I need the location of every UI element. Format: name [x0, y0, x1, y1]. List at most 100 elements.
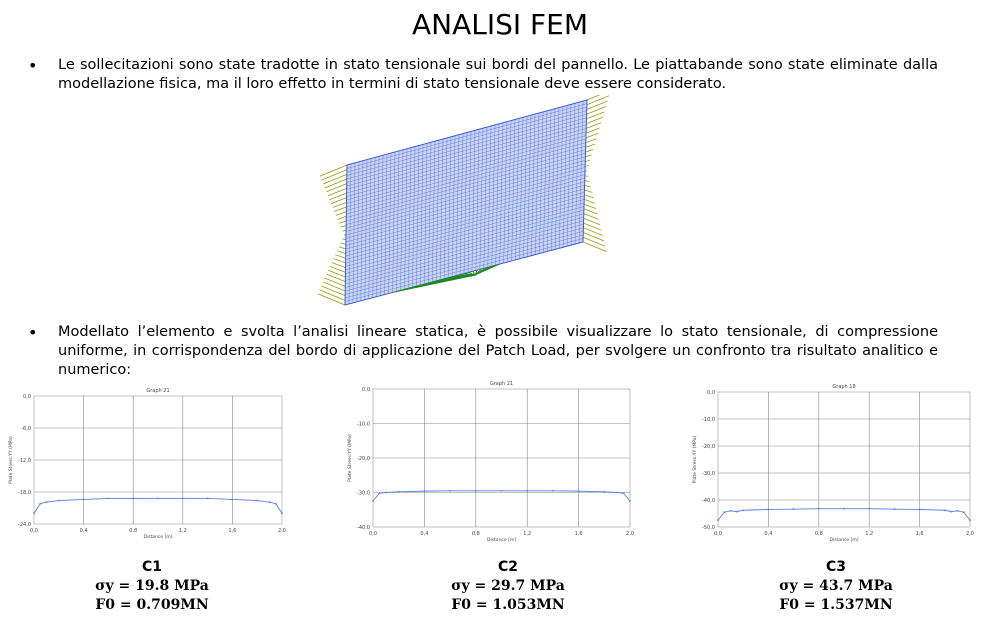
data-point: [962, 511, 965, 514]
side-load-arrow: [339, 220, 347, 224]
side-load-arrow: [586, 116, 603, 125]
data-point: [792, 508, 795, 511]
x-tick-label: 2,0: [626, 531, 634, 537]
mesh-line: [345, 185, 585, 250]
mesh-line: [345, 202, 585, 267]
mesh-line: [345, 170, 586, 236]
side-load-arrow: [582, 236, 606, 247]
stress-chart-c2: Graph 21 0,0 0,4 0,8 1,2 1,6 2,0 0,0 -10,0 -20,0 -…: [347, 381, 634, 543]
y-tick-label: -18,0: [18, 490, 31, 496]
x-tick-label: 0,0: [714, 531, 722, 537]
x-tick-label: 0,0: [369, 531, 377, 537]
y-tick-label: 0,0: [23, 394, 31, 400]
x-tick-label: 0,8: [472, 531, 480, 537]
data-point: [603, 490, 606, 493]
side-load-arrow: [583, 213, 599, 220]
mesh-line: [345, 174, 585, 239]
bullet-text-1: Le sollecitazioni sono state tradotte in…: [58, 57, 938, 92]
data-point: [500, 489, 503, 492]
mesh-line: [345, 188, 585, 253]
side-load-arrow: [583, 222, 602, 231]
stress-chart-c3: Graph 18 0,0 0,4 0,8 1,2 1,6 2,0 0,0 -10,0 -20,0 -…: [692, 384, 974, 543]
data-point: [39, 502, 42, 505]
data-point: [274, 502, 277, 505]
side-load-arrow: [333, 258, 346, 264]
x-tick-label: 1,2: [179, 528, 187, 534]
mesh-line: [345, 224, 584, 288]
data-point: [969, 519, 971, 522]
mesh-line: [346, 110, 587, 176]
side-load-arrow: [336, 250, 346, 255]
side-load-arrow: [332, 201, 347, 208]
data-point: [767, 508, 770, 511]
data-point: [378, 492, 381, 495]
data-point: [742, 509, 745, 512]
mesh-line: [345, 195, 585, 260]
mesh-line: [345, 213, 584, 278]
data-point: [736, 510, 738, 513]
case-force: F0 = 0.709MN: [95, 597, 209, 613]
side-load-arrow: [322, 173, 348, 185]
case-label: C3: [825, 559, 846, 575]
data-point: [729, 509, 732, 512]
data-point: [423, 490, 426, 493]
data-point: [622, 492, 625, 495]
mesh-line: [346, 138, 586, 204]
x-tick-label: 0,4: [80, 528, 88, 534]
y-axis-label: Plate Stress:YY (MPa): [347, 434, 353, 482]
page-title: ANALISI FEM: [412, 8, 588, 41]
side-load-arrow: [584, 180, 590, 183]
side-load-arrow: [317, 293, 346, 306]
side-load-arrow: [584, 175, 589, 177]
side-load-arrow: [340, 242, 346, 245]
y-tick-label: -40,0: [702, 498, 715, 504]
y-tick-label: -30,0: [357, 491, 370, 497]
stress-chart-c1: Graph 21 0,0 0,4 0,8 1,2 1,6 2,0 0,0 -6,0 -12,0 -1…: [8, 388, 286, 540]
case-caption-c1: C1 σy = 19.8 MPa F0 = 0.709MN: [52, 558, 252, 615]
data-point: [449, 489, 451, 492]
side-load-arrow: [334, 206, 347, 212]
y-axis-label: Plate Stress:YY (MPa): [692, 435, 698, 483]
mesh-line: [346, 163, 586, 229]
side-load-arrow: [342, 229, 347, 232]
data-point: [817, 507, 820, 510]
x-tick-label: 1,2: [865, 531, 873, 537]
bullet-text-2: Modellato l’elemento e svolta l’analisi …: [58, 324, 938, 378]
mesh-line: [346, 106, 587, 173]
y-tick-label: -50,0: [702, 525, 715, 531]
side-load-arrow: [586, 106, 607, 115]
side-load-arrow: [585, 138, 597, 143]
mesh-line: [345, 216, 584, 281]
mesh-line: [345, 234, 584, 299]
y-tick-label: -20,0: [357, 456, 370, 462]
fem-panel: [344, 99, 588, 306]
mesh-line: [346, 128, 587, 194]
side-load-arrow: [582, 241, 607, 252]
y-tick-label: -30,0: [702, 471, 715, 477]
data-point: [918, 508, 921, 511]
y-tick-label: -10,0: [702, 417, 715, 423]
y-tick-label: -24,0: [18, 522, 31, 528]
data-point: [132, 497, 135, 500]
side-load-arrow: [585, 154, 592, 158]
side-load-arrow: [586, 95, 601, 101]
y-tick-label: -12,0: [18, 458, 31, 464]
bullet-marker: •: [28, 323, 38, 342]
patch-load-arrow: [474, 263, 500, 276]
case-force: F0 = 1.053MN: [451, 597, 565, 613]
side-load-arrow: [585, 143, 595, 148]
patch-load-arrow: [463, 273, 476, 276]
y-tick-label: -40,0: [357, 525, 370, 531]
side-load-arrow: [584, 194, 594, 199]
mesh-line: [346, 167, 586, 232]
y-tick-label: 0,0: [362, 387, 370, 393]
side-load-arrow: [585, 165, 589, 167]
side-load-arrow: [583, 208, 598, 215]
case-caption-c3: C3 σy = 43.7 MPa F0 = 1.537MN: [736, 558, 936, 615]
x-tick-label: 0,0: [30, 528, 38, 534]
x-tick-label: 0,8: [815, 531, 823, 537]
case-force: F0 = 1.537MN: [779, 597, 893, 613]
fem-model-image: [317, 95, 610, 306]
mesh-line: [345, 181, 585, 246]
chart-title: Graph 21: [490, 381, 513, 387]
